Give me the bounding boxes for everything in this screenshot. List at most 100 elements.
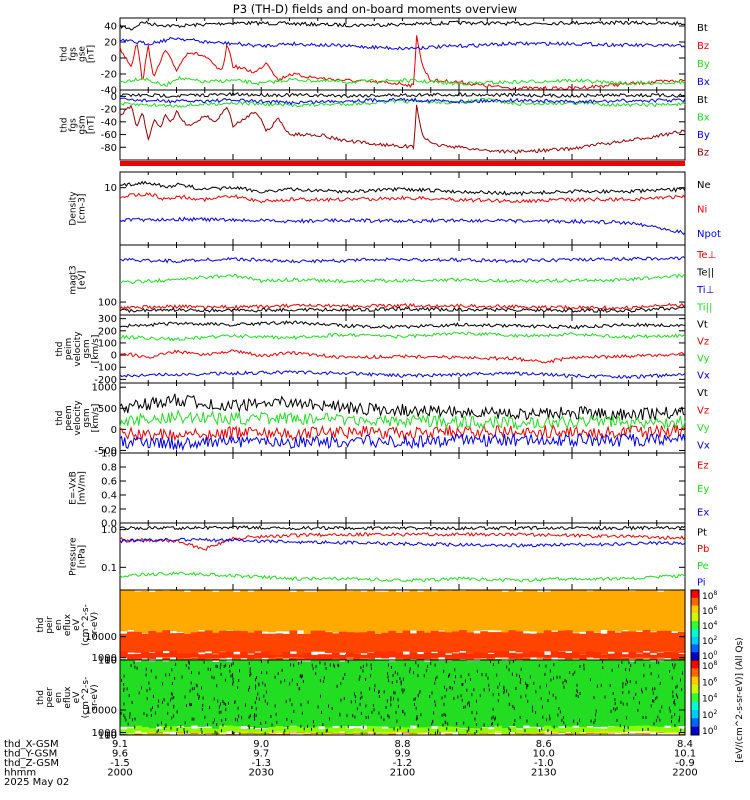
heatmap-cell (183, 653, 192, 660)
heatmap-noise (535, 690, 537, 694)
heatmap-cell (473, 652, 481, 659)
heatmap-noise (519, 674, 520, 678)
x-axis-tick-label: 9.0 (253, 739, 269, 750)
heatmap-cell (430, 591, 439, 634)
heatmap-noise (220, 672, 222, 676)
legend-label: Vx (697, 440, 710, 451)
heatmap-noise (444, 685, 445, 689)
heatmap-cell (677, 728, 686, 734)
heatmap-cell (466, 733, 474, 734)
heatmap-noise (275, 712, 277, 716)
heatmap-noise (509, 728, 511, 732)
heatmap-cell (395, 591, 404, 634)
heatmap-cell (409, 652, 418, 659)
heatmap-cell (579, 633, 587, 655)
heatmap-noise (221, 729, 222, 733)
heatmap-noise (595, 713, 597, 717)
y-tick-label: 0.8 (101, 463, 117, 474)
heatmap-cell (586, 651, 594, 658)
x-axis-tick-label: 8.6 (536, 739, 552, 750)
heatmap-cell (649, 654, 658, 660)
heatmap-cell (649, 731, 658, 733)
heatmap-noise (378, 711, 380, 715)
heatmap-cell (572, 660, 580, 726)
heatmap-noise (624, 725, 625, 729)
heatmap-noise (388, 679, 390, 683)
heatmap-cell (543, 658, 552, 660)
heatmap-cell (261, 633, 269, 655)
heatmap-noise (217, 699, 219, 703)
heatmap-cell (529, 660, 538, 727)
heatmap-noise (649, 664, 651, 668)
heatmap-cell (621, 654, 630, 660)
heatmap-noise (659, 718, 661, 722)
heatmap-noise (329, 717, 330, 721)
heatmap-noise (557, 713, 559, 717)
heatmap-noise (491, 716, 493, 720)
heatmap-noise (413, 671, 414, 675)
heatmap-noise (329, 663, 331, 667)
heatmap-cell (275, 660, 284, 726)
y-axis-label: magt3 [eV] (69, 265, 88, 294)
heatmap-cell (296, 634, 305, 655)
y-axis-label-line: E=-VxB (69, 471, 79, 505)
heatmap-noise (593, 721, 595, 725)
heatmap-cell (233, 732, 241, 733)
heatmap-cell (127, 631, 135, 653)
heatmap-noise (171, 682, 173, 686)
heatmap-cell (572, 658, 580, 659)
heatmap-cell (176, 732, 185, 733)
heatmap-noise (497, 685, 499, 689)
heatmap-noise (171, 716, 173, 720)
heatmap-cell (218, 652, 227, 659)
heatmap-cell (607, 590, 615, 631)
heatmap-noise (563, 685, 565, 689)
heatmap-noise (324, 662, 326, 666)
heatmap-noise (654, 687, 656, 691)
heatmap-noise (131, 701, 133, 704)
heatmap-cell (197, 654, 206, 660)
heatmap-cell (127, 590, 135, 631)
heatmap-noise (519, 716, 521, 719)
panel-frame (119, 522, 686, 591)
heatmap-cell (141, 633, 149, 655)
colorbar-tick-label: 108 (702, 590, 717, 602)
heatmap-noise (224, 678, 226, 682)
y-tick-label: 1.0 (101, 525, 117, 536)
heatmap-noise (451, 686, 453, 690)
heatmap-noise (211, 675, 213, 679)
y-axis-label-line: thd (55, 342, 65, 357)
heatmap-cell (324, 727, 333, 733)
heatmap-cell (593, 632, 601, 654)
heatmap-cell (176, 658, 185, 660)
heatmap-cell (331, 653, 340, 660)
heatmap-noise (495, 716, 496, 720)
heatmap-cell (275, 590, 284, 632)
heatmap-cell (437, 631, 446, 653)
heatmap-noise (322, 723, 324, 727)
heatmap-cell (494, 725, 502, 732)
page-title: P3 (TH-D) fields and on-board moments ov… (232, 2, 518, 16)
heatmap-cell (374, 733, 382, 735)
y-axis-label-line: peem (64, 405, 74, 431)
heatmap-noise (447, 722, 449, 726)
heatmap-noise (462, 682, 464, 686)
heatmap-cell (480, 652, 488, 659)
heatmap-noise (146, 713, 148, 717)
heatmap-noise (245, 703, 246, 707)
heatmap-noise (128, 694, 130, 698)
heatmap-noise (169, 698, 171, 702)
heatmap-cell (240, 733, 248, 734)
heatmap-noise (216, 723, 218, 727)
heatmap-cell (444, 632, 453, 654)
heatmap-noise (365, 704, 367, 708)
heatmap-noise (681, 688, 683, 692)
heatmap-noise (289, 682, 291, 686)
heatmap-noise (513, 706, 515, 710)
y-axis-label-line: [km/s] (91, 335, 101, 364)
heatmap-cell (536, 591, 545, 634)
heatmap-cell (494, 651, 502, 658)
heatmap-cell (240, 731, 248, 733)
heatmap-cell (635, 660, 644, 727)
heatmap-noise (232, 682, 234, 686)
